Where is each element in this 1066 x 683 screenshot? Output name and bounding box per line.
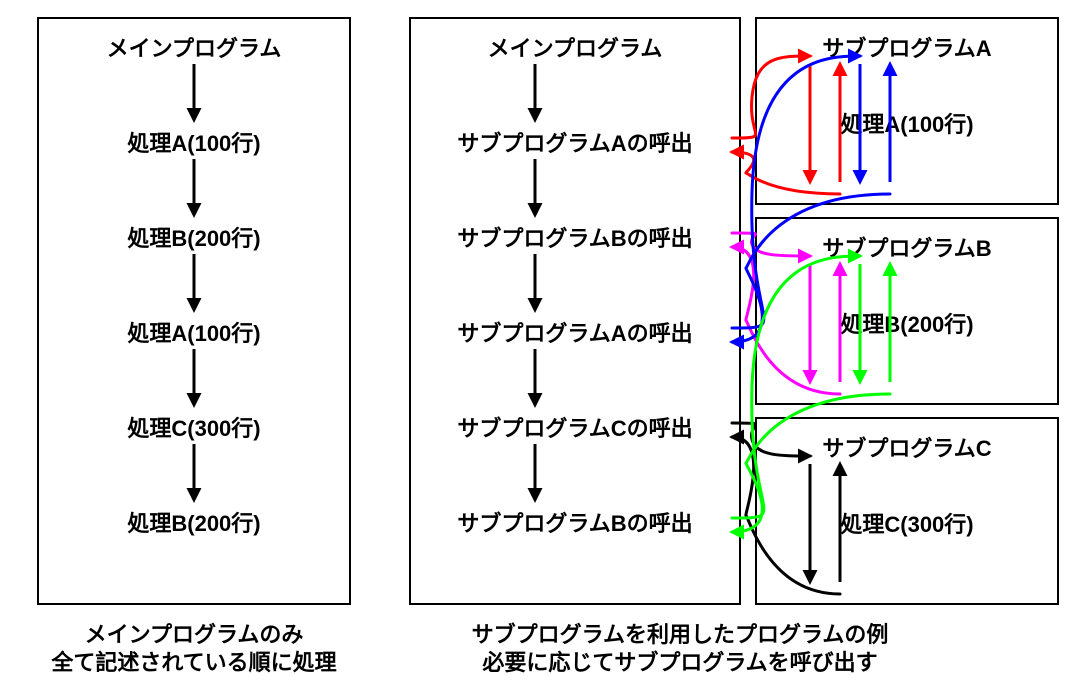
right-call-1: サブプログラムBの呼出 [457,226,692,251]
right-call-3: サブプログラムCの呼出 [457,416,692,441]
right-call-2: サブプログラムAの呼出 [457,321,692,346]
flow-out-0 [732,56,810,138]
right-call-0: サブプログラムAの呼出 [457,131,692,156]
left-step-2: 処理A(100行) [127,321,260,346]
right-caption-0: サブプログラムを利用したプログラムの例 [472,622,889,647]
sub-title-2: サブプログラムC [822,436,991,461]
left-caption-1: 全て記述されている順に処理 [50,650,336,675]
flow-return-0 [732,152,840,194]
right-call-4: サブプログラムBの呼出 [457,511,692,536]
flow-out-1 [732,233,810,256]
sub-body-2: 処理C(300行) [840,512,973,537]
right-title: メインプログラム [488,36,663,61]
left-step-0: 処理A(100行) [127,131,260,156]
right-caption-1: 必要に応じてサブプログラムを呼び出す [482,650,877,675]
left-step-1: 処理B(200行) [127,226,260,251]
left-step-3: 処理C(300行) [127,416,260,441]
flow-return-1 [732,247,840,394]
left-caption-0: メインプログラムのみ [85,622,304,647]
left-step-4: 処理B(200行) [127,511,260,536]
left-title: メインプログラム [107,36,282,61]
